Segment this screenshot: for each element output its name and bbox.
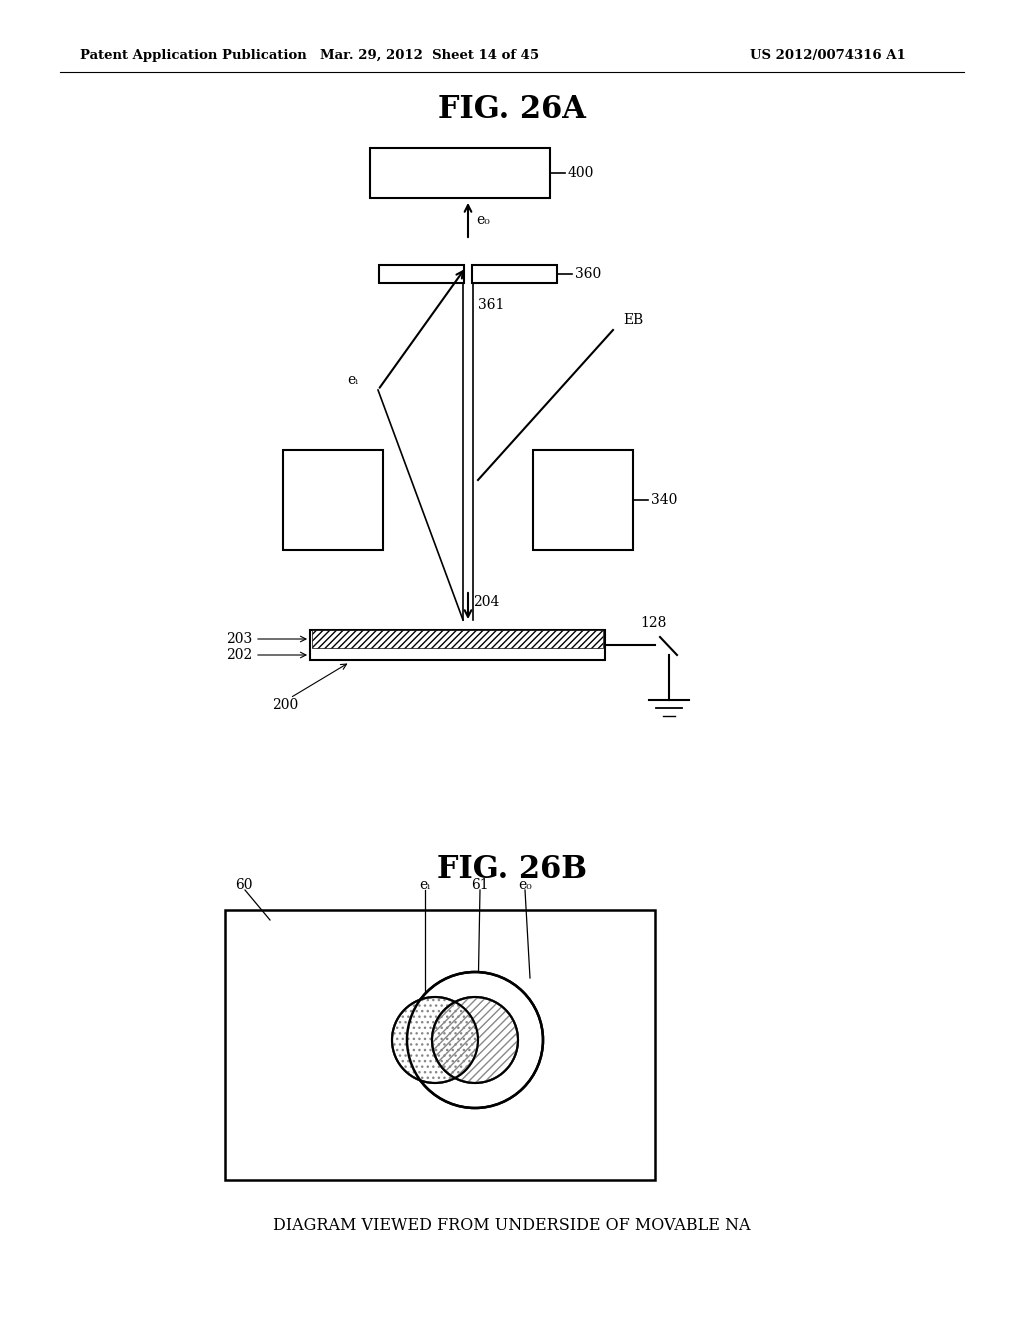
- Bar: [370, 148, 550, 198]
- Text: 203: 203: [225, 632, 252, 645]
- Text: FIG. 26A: FIG. 26A: [438, 95, 586, 125]
- Text: e₀: e₀: [476, 213, 489, 227]
- Bar: [225, 909, 655, 1180]
- Text: 340: 340: [651, 492, 677, 507]
- Text: 61: 61: [471, 878, 488, 892]
- Text: DIAGRAM VIEWED FROM UNDERSIDE OF MOVABLE NA: DIAGRAM VIEWED FROM UNDERSIDE OF MOVABLE…: [273, 1217, 751, 1233]
- Text: Patent Application Publication: Patent Application Publication: [80, 49, 307, 62]
- Text: FIG. 26B: FIG. 26B: [437, 854, 587, 886]
- Text: US 2012/0074316 A1: US 2012/0074316 A1: [750, 49, 906, 62]
- Bar: [312, 630, 603, 648]
- Text: eᵢ: eᵢ: [347, 374, 358, 387]
- Text: 400: 400: [568, 166, 594, 180]
- Text: Mar. 29, 2012  Sheet 14 of 45: Mar. 29, 2012 Sheet 14 of 45: [321, 49, 540, 62]
- Text: 200: 200: [272, 698, 298, 711]
- Bar: [283, 450, 383, 550]
- Circle shape: [392, 997, 478, 1082]
- Text: EB: EB: [623, 313, 643, 327]
- Bar: [472, 265, 557, 282]
- Text: 360: 360: [575, 267, 601, 281]
- Circle shape: [432, 997, 518, 1082]
- Text: 361: 361: [478, 298, 505, 312]
- Text: eᵢ: eᵢ: [420, 878, 430, 892]
- Text: e₀: e₀: [518, 878, 531, 892]
- Text: 202: 202: [225, 648, 252, 663]
- Bar: [310, 630, 605, 660]
- Text: 204: 204: [473, 595, 500, 609]
- Text: 128: 128: [640, 616, 667, 630]
- Circle shape: [407, 972, 543, 1107]
- Bar: [534, 450, 633, 550]
- Text: 60: 60: [234, 878, 253, 892]
- Bar: [379, 265, 464, 282]
